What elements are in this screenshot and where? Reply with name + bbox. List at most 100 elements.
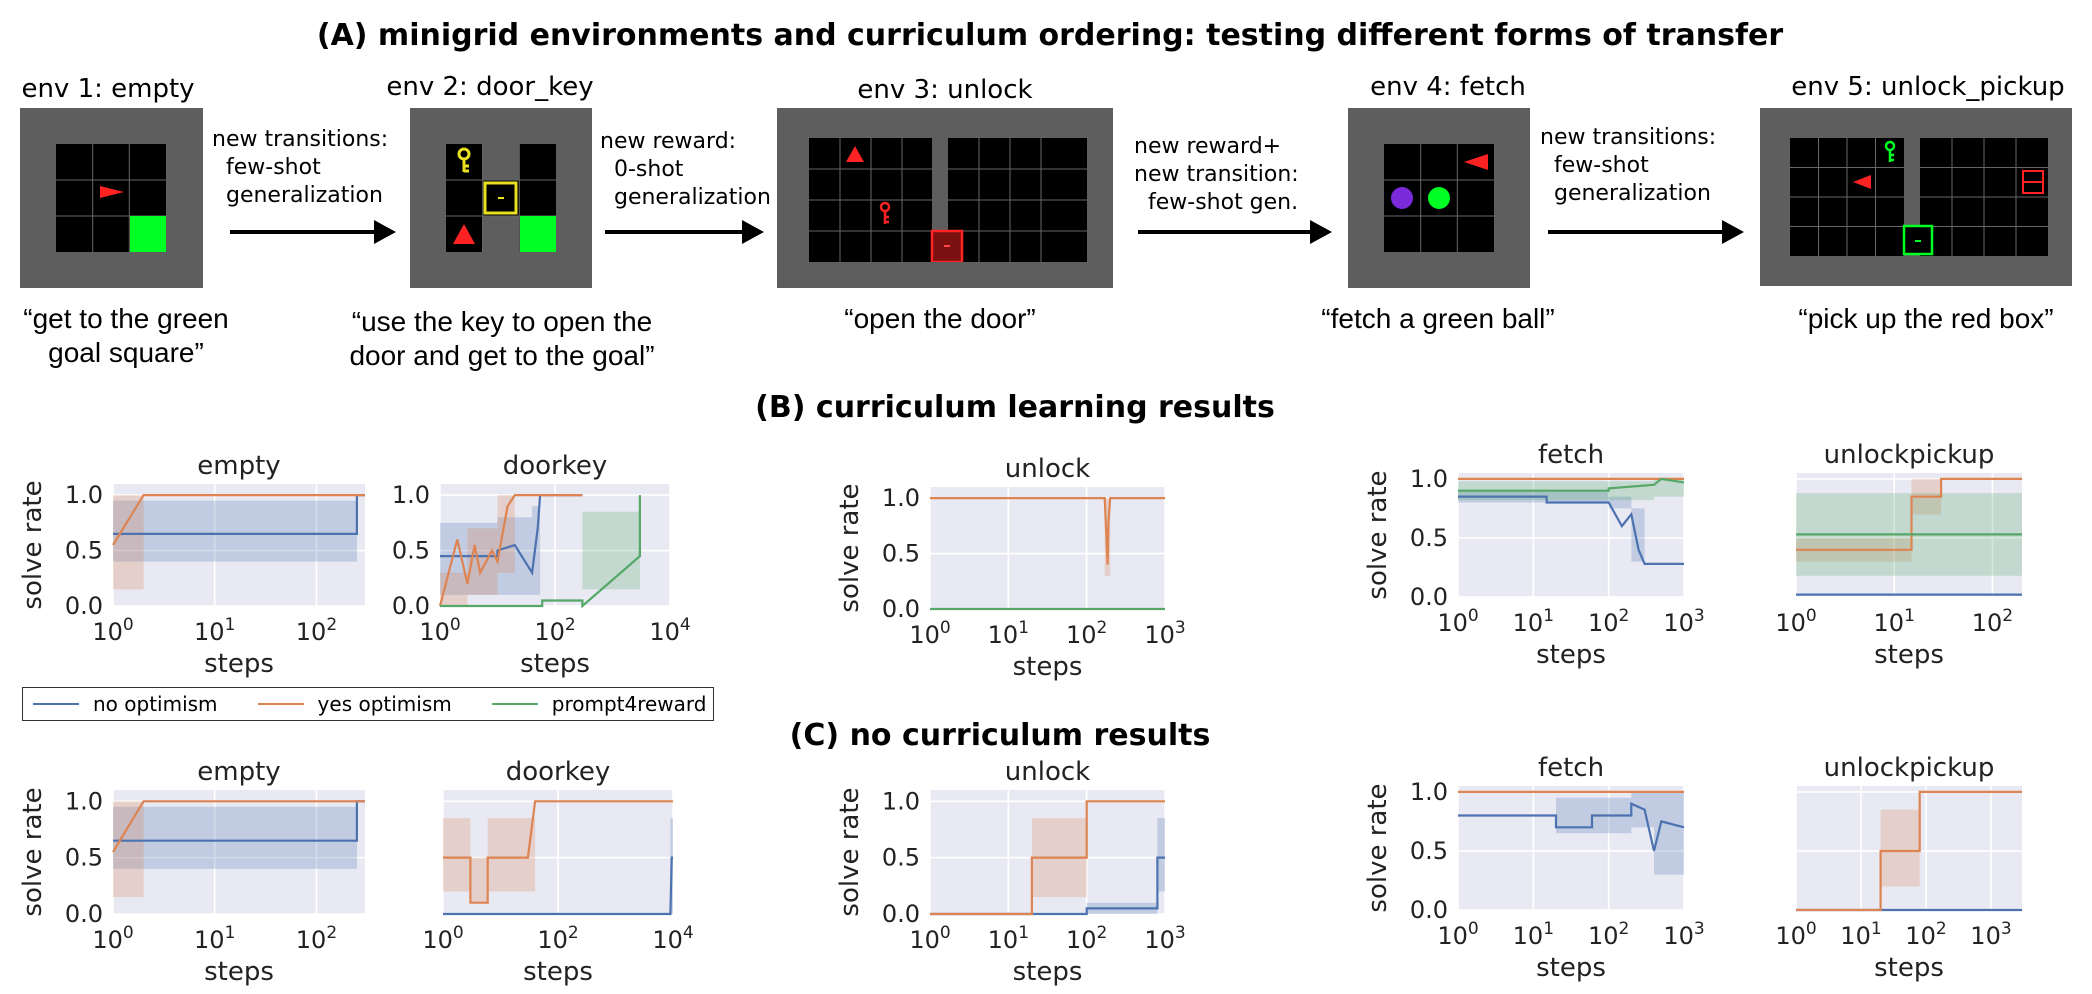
confidence-band	[582, 511, 640, 590]
legend: no optimism yes optimism prompt4reward	[22, 687, 714, 721]
x-tick-label: 104	[649, 615, 690, 646]
y-tick-label: 0.0	[882, 900, 920, 928]
y-tick-label: 1.0	[1410, 778, 1448, 806]
agent-icon	[100, 186, 124, 198]
x-tick-label: 101	[988, 923, 1029, 954]
env-instruction: “get to the green goal square”	[23, 303, 229, 368]
series-line	[438, 494, 583, 607]
series-line	[1458, 802, 1685, 852]
x-tick-label: 101	[1874, 606, 1915, 637]
x-axis-label: steps	[523, 957, 593, 987]
x-tick-label: 100	[92, 615, 133, 646]
chart-title: unlockpickup	[1824, 753, 1995, 783]
series-line	[112, 494, 365, 546]
x-tick-label: 100	[422, 923, 463, 954]
chart-title: empty	[197, 451, 280, 481]
chart-curriculum-empty: 100 101 102 0.0 0.5 1.0 empty steps solve rate	[18, 451, 365, 679]
y-tick-label: 0.5	[65, 537, 103, 565]
confidence-band	[1458, 490, 1645, 574]
series-line	[443, 800, 673, 904]
env-label: env 3: unlock	[857, 75, 1033, 105]
series-line	[930, 856, 1165, 916]
x-axis-label: steps	[1874, 953, 1944, 983]
x-axis-label: steps	[520, 649, 590, 679]
transition-label: new transitions: few-shot generalization	[212, 127, 389, 208]
y-tick-label: 1.0	[65, 481, 103, 509]
x-tick-label: 102	[1588, 919, 1629, 950]
y-tick-label: 0.0	[1410, 896, 1448, 924]
env-label: env 1: empty	[21, 74, 195, 104]
plot-area	[930, 790, 1165, 914]
x-tick-label: 102	[1905, 919, 1946, 950]
chart-title: unlock	[1005, 757, 1090, 787]
plot-area	[1458, 786, 1684, 910]
series-line	[1458, 495, 1684, 566]
chart-title: fetch	[1538, 440, 1604, 470]
x-tick-label: 102	[1066, 618, 1107, 649]
y-tick-label: 0.0	[1410, 583, 1448, 611]
y-axis-label: solve rate	[835, 787, 865, 916]
x-tick-label: 102	[1588, 606, 1629, 637]
agent-icon	[453, 224, 475, 244]
chart-title: fetch	[1538, 753, 1604, 783]
env-instruction: “use the key to open the door and get to…	[349, 306, 655, 371]
x-axis-label: steps	[204, 649, 274, 679]
key-icon	[457, 147, 471, 173]
confidence-band	[1796, 478, 1942, 562]
confidence-band	[1458, 478, 1684, 501]
env-label: env 5: unlock_pickup	[1791, 72, 2065, 102]
confidence-band	[1031, 801, 1165, 898]
y-tick-label: 0.0	[65, 592, 103, 620]
env-label: env 2: door_key	[386, 72, 594, 102]
chart-title: empty	[197, 757, 280, 787]
x-tick-label: 101	[194, 923, 235, 954]
agent-icon	[1853, 175, 1871, 189]
series-line	[443, 856, 673, 916]
legend-label: yes optimism	[317, 692, 452, 716]
legend-label: prompt4reward	[551, 692, 707, 716]
y-axis-label: solve rate	[18, 480, 48, 609]
env-unlock-image	[777, 108, 1113, 288]
x-axis-label: steps	[204, 957, 274, 987]
x-axis-label: steps	[1536, 640, 1606, 670]
series-line	[112, 800, 365, 853]
legend-item: no optimism	[33, 692, 218, 716]
plot-area	[1458, 473, 1684, 597]
y-axis-label: solve rate	[1363, 470, 1393, 599]
y-tick-label: 1.0	[392, 481, 430, 509]
transition-label: new transitions: few-shot generalization	[1540, 125, 1717, 206]
x-tick-label: 104	[652, 923, 693, 954]
confidence-band	[440, 495, 515, 606]
x-axis-label: steps	[1874, 640, 1944, 670]
transition-arrows	[230, 220, 1744, 244]
series-line	[930, 497, 1165, 565]
env-instruction: “fetch a green ball”	[1321, 303, 1555, 334]
x-axis-label: steps	[1013, 652, 1083, 682]
goal-square	[520, 216, 556, 252]
green-ball-icon	[1428, 187, 1450, 209]
x-tick-label: 100	[1775, 919, 1816, 950]
x-tick-label: 101	[1840, 919, 1881, 950]
series-line	[440, 495, 642, 609]
env-instruction: “pick up the red box”	[1798, 303, 2054, 334]
plot-area	[113, 484, 365, 606]
confidence-band	[113, 500, 357, 562]
x-tick-label: 102	[537, 923, 578, 954]
y-tick-label: 0.0	[65, 900, 103, 928]
x-tick-label: 101	[988, 618, 1029, 649]
series-line	[1796, 790, 2022, 912]
env-fetch-image	[1348, 108, 1530, 288]
purple-ball-icon	[1391, 187, 1413, 209]
x-tick-label: 102	[1066, 923, 1107, 954]
plot-area	[1796, 786, 2022, 910]
legend-swatch	[257, 703, 304, 705]
x-tick-label: 101	[1513, 606, 1554, 637]
y-tick-label: 1.0	[882, 484, 920, 512]
series-line	[1458, 477, 1685, 492]
chart-title: doorkey	[506, 757, 611, 787]
